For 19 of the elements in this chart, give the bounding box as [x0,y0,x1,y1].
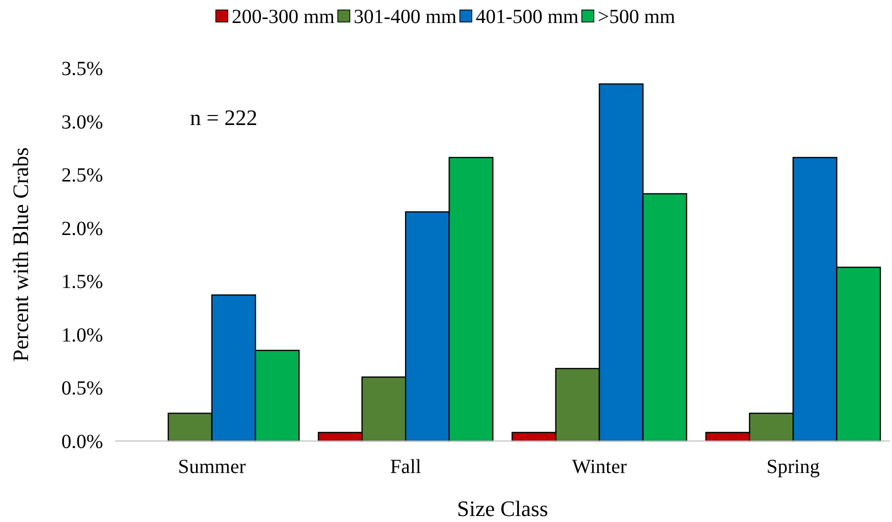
y-tick-label: 1.5% [61,271,103,294]
x-tick-label: Fall [390,456,422,478]
y-tick-label: 3.0% [61,111,103,134]
y-tick-label: 3.5% [61,58,103,80]
x-tick-label: Winter [572,456,628,478]
legend-label: 301-400 mm [354,6,458,28]
y-tick-label: 1.0% [61,324,103,346]
legend-label: >500 mm [598,6,676,28]
y-tick-label: 2.5% [61,164,103,187]
y-tick-label: 0.0% [61,431,103,453]
annotation: n = 222 [190,105,258,130]
x-tick-label: Summer [178,456,246,478]
x-tick-label: Spring [766,456,820,478]
y-tick-label: 0.5% [61,378,103,400]
x-axis-title: Size Class [456,496,548,521]
y-axis-title: Percent with Blue Crabs [8,147,33,362]
legend-label: 200-300 mm [232,6,336,28]
y-tick-label: 2.0% [61,218,103,240]
legend-label: 401-500 mm [476,6,580,28]
